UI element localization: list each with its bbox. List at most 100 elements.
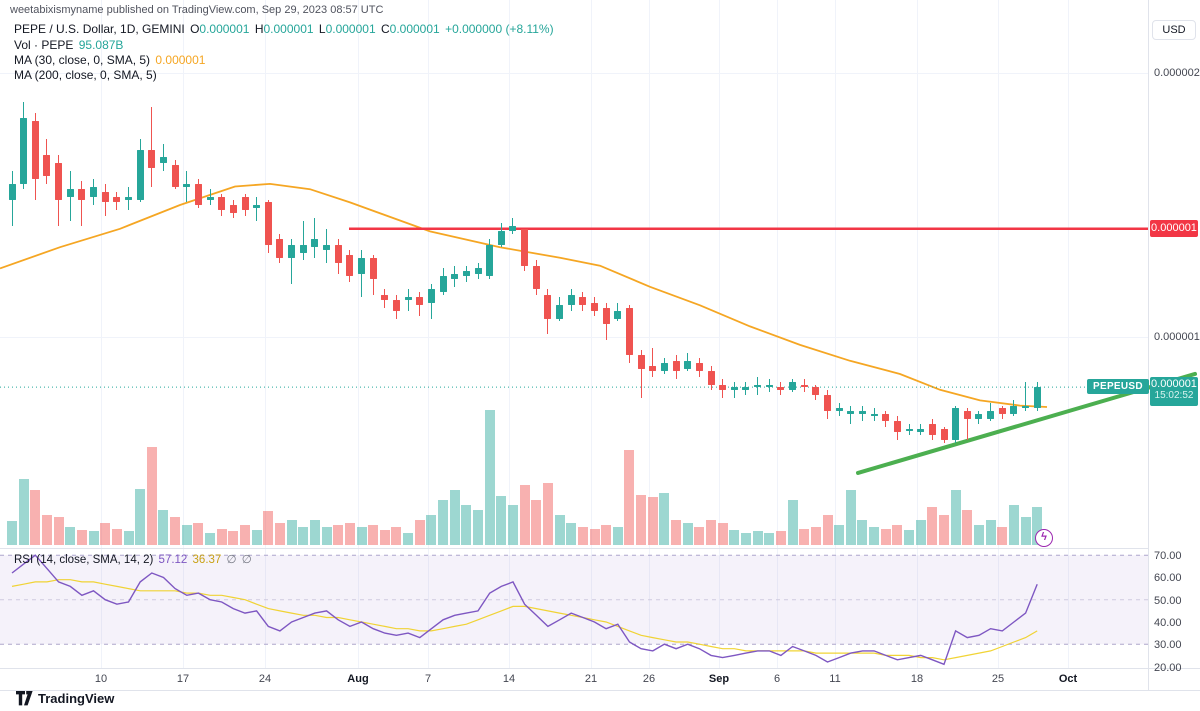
volume-bar bbox=[775, 531, 786, 545]
time-axis-label: Sep bbox=[708, 673, 730, 685]
candle bbox=[952, 408, 960, 440]
ma200-label[interactable]: MA (200, close, 0, SMA, 5) bbox=[14, 68, 157, 82]
rsi-legend-row: RSI (14, close, SMA, 14, 2) 57.12 36.37 … bbox=[14, 552, 252, 566]
candle bbox=[765, 384, 773, 388]
candle bbox=[276, 239, 284, 258]
ohlc-close-value: 0.000001 bbox=[389, 22, 440, 36]
vertical-gridline bbox=[1068, 0, 1069, 668]
candle bbox=[719, 384, 727, 390]
volume-bar bbox=[822, 515, 833, 545]
ma200-legend-row: MA (200, close, 0, SMA, 5) bbox=[14, 68, 157, 82]
volume-bar bbox=[100, 523, 111, 545]
tradingview-logo-icon bbox=[16, 691, 33, 706]
volume-bar bbox=[554, 515, 565, 545]
ma30-legend-row: MA (30, close, 0, SMA, 5) 0.000001 bbox=[14, 53, 205, 67]
current-price-label: 0.000001 15:02:52 bbox=[1150, 377, 1198, 407]
candle-wick bbox=[640, 350, 642, 398]
ma30-label[interactable]: MA (30, close, 0, SMA, 5) bbox=[14, 53, 151, 67]
rsi-axis-label: 20.00 bbox=[1154, 661, 1182, 674]
candle bbox=[940, 429, 948, 440]
volume-bar bbox=[682, 523, 693, 545]
ohlc-low-value: 0.000001 bbox=[325, 22, 376, 36]
candle bbox=[847, 410, 855, 414]
candle bbox=[125, 197, 132, 200]
volume-bar bbox=[7, 521, 17, 545]
volume-bar bbox=[589, 529, 600, 545]
candle bbox=[742, 387, 750, 390]
candle bbox=[20, 117, 28, 184]
price-pane[interactable] bbox=[0, 0, 1148, 668]
volume-bar bbox=[53, 517, 64, 545]
rsi-pane-separator[interactable] bbox=[0, 548, 1148, 549]
candle bbox=[928, 424, 936, 435]
rsi-value: 57.12 bbox=[158, 554, 188, 566]
volume-bar bbox=[18, 479, 29, 545]
volume-bar bbox=[519, 485, 530, 545]
candle bbox=[998, 408, 1006, 414]
candle bbox=[497, 231, 505, 245]
candle bbox=[8, 183, 16, 200]
volume-bar bbox=[216, 529, 227, 545]
candle-wick bbox=[908, 424, 910, 435]
candle bbox=[288, 244, 296, 258]
candle bbox=[532, 265, 540, 290]
candle-wick bbox=[151, 107, 153, 187]
currency-toggle-button[interactable]: USD bbox=[1152, 20, 1196, 40]
time-axis[interactable]: 10 17 24 Aug 7 14 21 26 Sep 6 11 18 25 Oct bbox=[0, 668, 1148, 690]
volume-bar bbox=[671, 519, 682, 545]
candle-wick bbox=[162, 144, 164, 171]
candle bbox=[462, 271, 470, 277]
volume-bar bbox=[752, 531, 763, 545]
volume-bar bbox=[88, 531, 99, 545]
volume-bar bbox=[915, 519, 926, 545]
candle bbox=[1010, 405, 1018, 414]
tradingview-logo[interactable]: TradingView bbox=[16, 691, 114, 706]
rsi-label[interactable]: RSI (14, close, SMA, 14, 2) bbox=[14, 554, 154, 566]
publish-watermark: weetabixismyname published on TradingVie… bbox=[10, 4, 384, 16]
candle bbox=[404, 297, 412, 301]
candle bbox=[358, 257, 365, 274]
volume-bar bbox=[76, 529, 87, 545]
candle bbox=[229, 205, 237, 213]
lightning-bolt-icon: ϟ bbox=[1035, 529, 1053, 547]
time-axis-label: 14 bbox=[502, 673, 516, 685]
volume-bar bbox=[507, 505, 518, 545]
candle bbox=[987, 410, 995, 419]
volume-bar bbox=[892, 525, 903, 545]
volume-bar bbox=[356, 527, 367, 545]
symbol-legend-row: PEPE / U.S. Dollar, 1D, GEMINI O0.000001… bbox=[14, 22, 554, 36]
time-axis-label: Aug bbox=[347, 673, 369, 685]
resistance-price-label: 0.000001 bbox=[1150, 220, 1198, 238]
candle bbox=[334, 244, 342, 264]
candle-wick bbox=[733, 381, 735, 398]
candle bbox=[101, 191, 109, 203]
volume-bar bbox=[333, 525, 344, 545]
candle bbox=[55, 162, 63, 200]
volume-legend-row: Vol · PEPE 95.087B bbox=[14, 38, 123, 52]
time-axis-label: 21 bbox=[584, 673, 598, 685]
tradingview-wordmark: TradingView bbox=[38, 691, 115, 706]
volume-label[interactable]: Vol · PEPE bbox=[14, 38, 74, 52]
volume-bar bbox=[403, 533, 414, 545]
time-axis-label: 26 bbox=[642, 673, 656, 685]
symbol-title[interactable]: PEPE / U.S. Dollar, 1D, GEMINI bbox=[14, 22, 185, 36]
candle bbox=[812, 387, 820, 396]
candle bbox=[369, 257, 377, 279]
ohlc-high-value: 0.000001 bbox=[263, 22, 314, 36]
time-axis-label: 18 bbox=[910, 673, 924, 685]
candle-wick bbox=[361, 249, 362, 298]
candle bbox=[206, 197, 214, 200]
volume-bar bbox=[41, 515, 52, 545]
candle bbox=[194, 183, 202, 205]
candle bbox=[730, 387, 738, 390]
volume-bar bbox=[810, 527, 821, 545]
candle bbox=[439, 276, 447, 293]
ohlc-high-label: H0.000001 bbox=[254, 22, 314, 36]
candle-wick bbox=[314, 218, 316, 258]
candle bbox=[183, 183, 191, 187]
candle bbox=[113, 197, 121, 203]
candle bbox=[975, 413, 983, 419]
candle bbox=[905, 429, 913, 431]
volume-bar bbox=[228, 531, 239, 545]
candle bbox=[614, 310, 622, 319]
